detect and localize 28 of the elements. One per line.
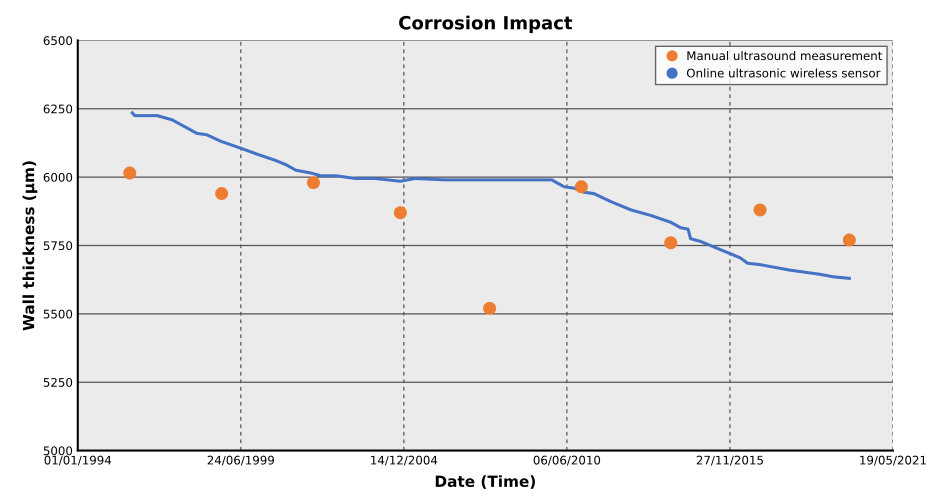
x-tick-label: 27/11/2015 (696, 456, 763, 466)
chart-title: Corrosion Impact (399, 16, 572, 34)
point (664, 236, 678, 250)
y-tick-label: 5750 (44, 241, 72, 250)
x-tick-label: 01/01/1994 (44, 456, 112, 466)
point (842, 234, 856, 247)
y-tick-label: 6000 (44, 172, 72, 182)
y-tick-label: 6250 (44, 104, 72, 114)
x-tick-label: 06/06/2010 (534, 456, 600, 466)
point (394, 206, 407, 220)
x-tick-label: 14/12/2004 (371, 456, 438, 466)
y-tick-label: 5500 (44, 310, 72, 319)
x-tick-label: 24/06/1999 (208, 456, 274, 466)
point (483, 302, 496, 315)
legend-label: Manual ultrasound measurement (687, 51, 882, 60)
y-axis-title: Wall thickness (µm) (22, 161, 38, 331)
point (215, 187, 228, 200)
point (754, 203, 767, 216)
y-tick-label: 6500 (44, 36, 72, 46)
x-tick-label: 19/05/2021 (860, 456, 926, 466)
y-tick-label: 5000 (44, 446, 72, 456)
point (574, 180, 588, 194)
line-series (130, 111, 851, 280)
point (306, 176, 320, 190)
legend-label: Online ultrasonic wireless sensor (686, 68, 880, 78)
y-tick-label: 5250 (44, 378, 72, 387)
x-axis-title: Date (Time) (436, 475, 535, 489)
point (123, 166, 136, 180)
